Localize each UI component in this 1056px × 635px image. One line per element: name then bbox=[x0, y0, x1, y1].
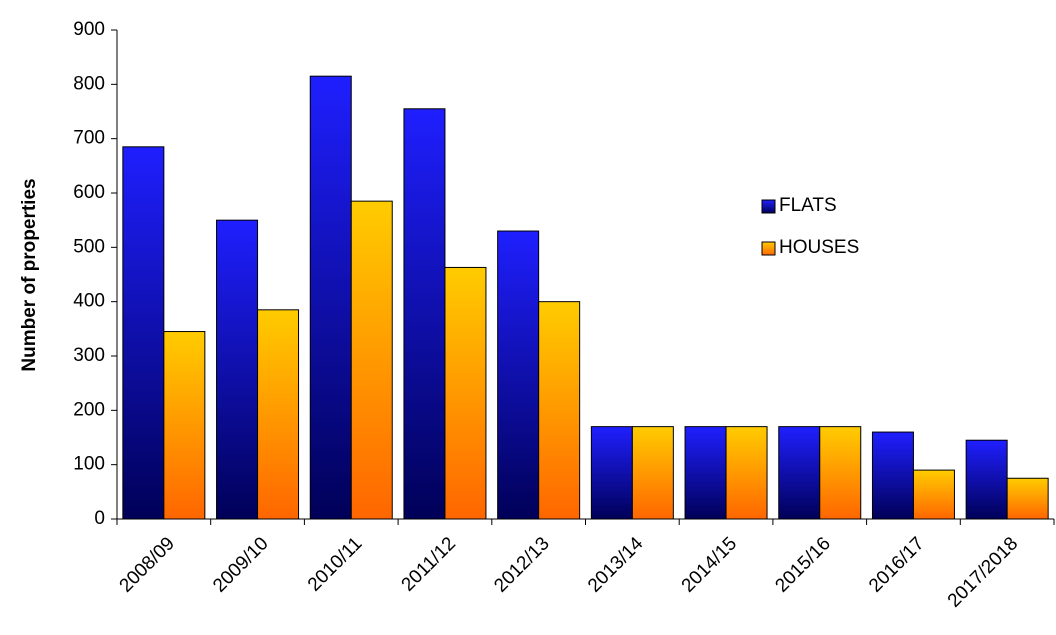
bar bbox=[122, 146, 165, 520]
y-tick-label: 400 bbox=[73, 291, 105, 312]
y-tick-label: 600 bbox=[73, 182, 105, 203]
bar bbox=[163, 331, 206, 520]
y-tick-label: 200 bbox=[73, 399, 105, 420]
legend-label: HOUSES bbox=[779, 237, 859, 258]
y-tick-label: 0 bbox=[94, 508, 105, 529]
bar bbox=[965, 439, 1008, 520]
y-tick-label: 800 bbox=[73, 73, 105, 94]
y-tick-label: 900 bbox=[73, 19, 105, 40]
bar bbox=[912, 469, 955, 520]
bar bbox=[497, 230, 540, 520]
bar bbox=[257, 309, 300, 520]
legend-label: FLATS bbox=[779, 195, 837, 216]
y-tick-label: 100 bbox=[73, 454, 105, 475]
y-tick-label: 500 bbox=[73, 236, 105, 257]
y-tick-label: 300 bbox=[73, 345, 105, 366]
bar bbox=[819, 426, 862, 520]
bar bbox=[778, 426, 821, 520]
x-tick-label: 2008/09 bbox=[116, 533, 179, 596]
bar bbox=[444, 266, 487, 520]
y-axis-label: Number of properties bbox=[19, 178, 40, 371]
bar bbox=[350, 200, 393, 520]
legend-swatch bbox=[761, 199, 776, 214]
y-tick-label: 700 bbox=[73, 128, 105, 149]
x-tick-label: 2014/15 bbox=[678, 533, 741, 596]
x-tick-label: 2009/10 bbox=[209, 533, 272, 596]
bar bbox=[538, 301, 581, 520]
x-tick-label: 2017/2018 bbox=[944, 533, 1022, 611]
bar bbox=[216, 219, 259, 520]
x-tick-label: 2016/17 bbox=[865, 533, 928, 596]
legend-swatch bbox=[761, 241, 776, 256]
x-tick-label: 2013/14 bbox=[584, 533, 648, 597]
bar bbox=[871, 431, 914, 520]
bar bbox=[631, 426, 674, 520]
bar bbox=[684, 426, 727, 520]
bar bbox=[309, 75, 352, 520]
bar bbox=[1006, 477, 1049, 520]
bar bbox=[590, 426, 633, 520]
bar bbox=[725, 426, 768, 520]
x-tick-label: 2011/12 bbox=[398, 533, 460, 595]
x-tick-label: 2012/13 bbox=[490, 533, 553, 596]
bar bbox=[403, 108, 446, 520]
x-tick-label: 2010/11 bbox=[304, 533, 366, 595]
x-tick-label: 2015/16 bbox=[771, 533, 834, 596]
